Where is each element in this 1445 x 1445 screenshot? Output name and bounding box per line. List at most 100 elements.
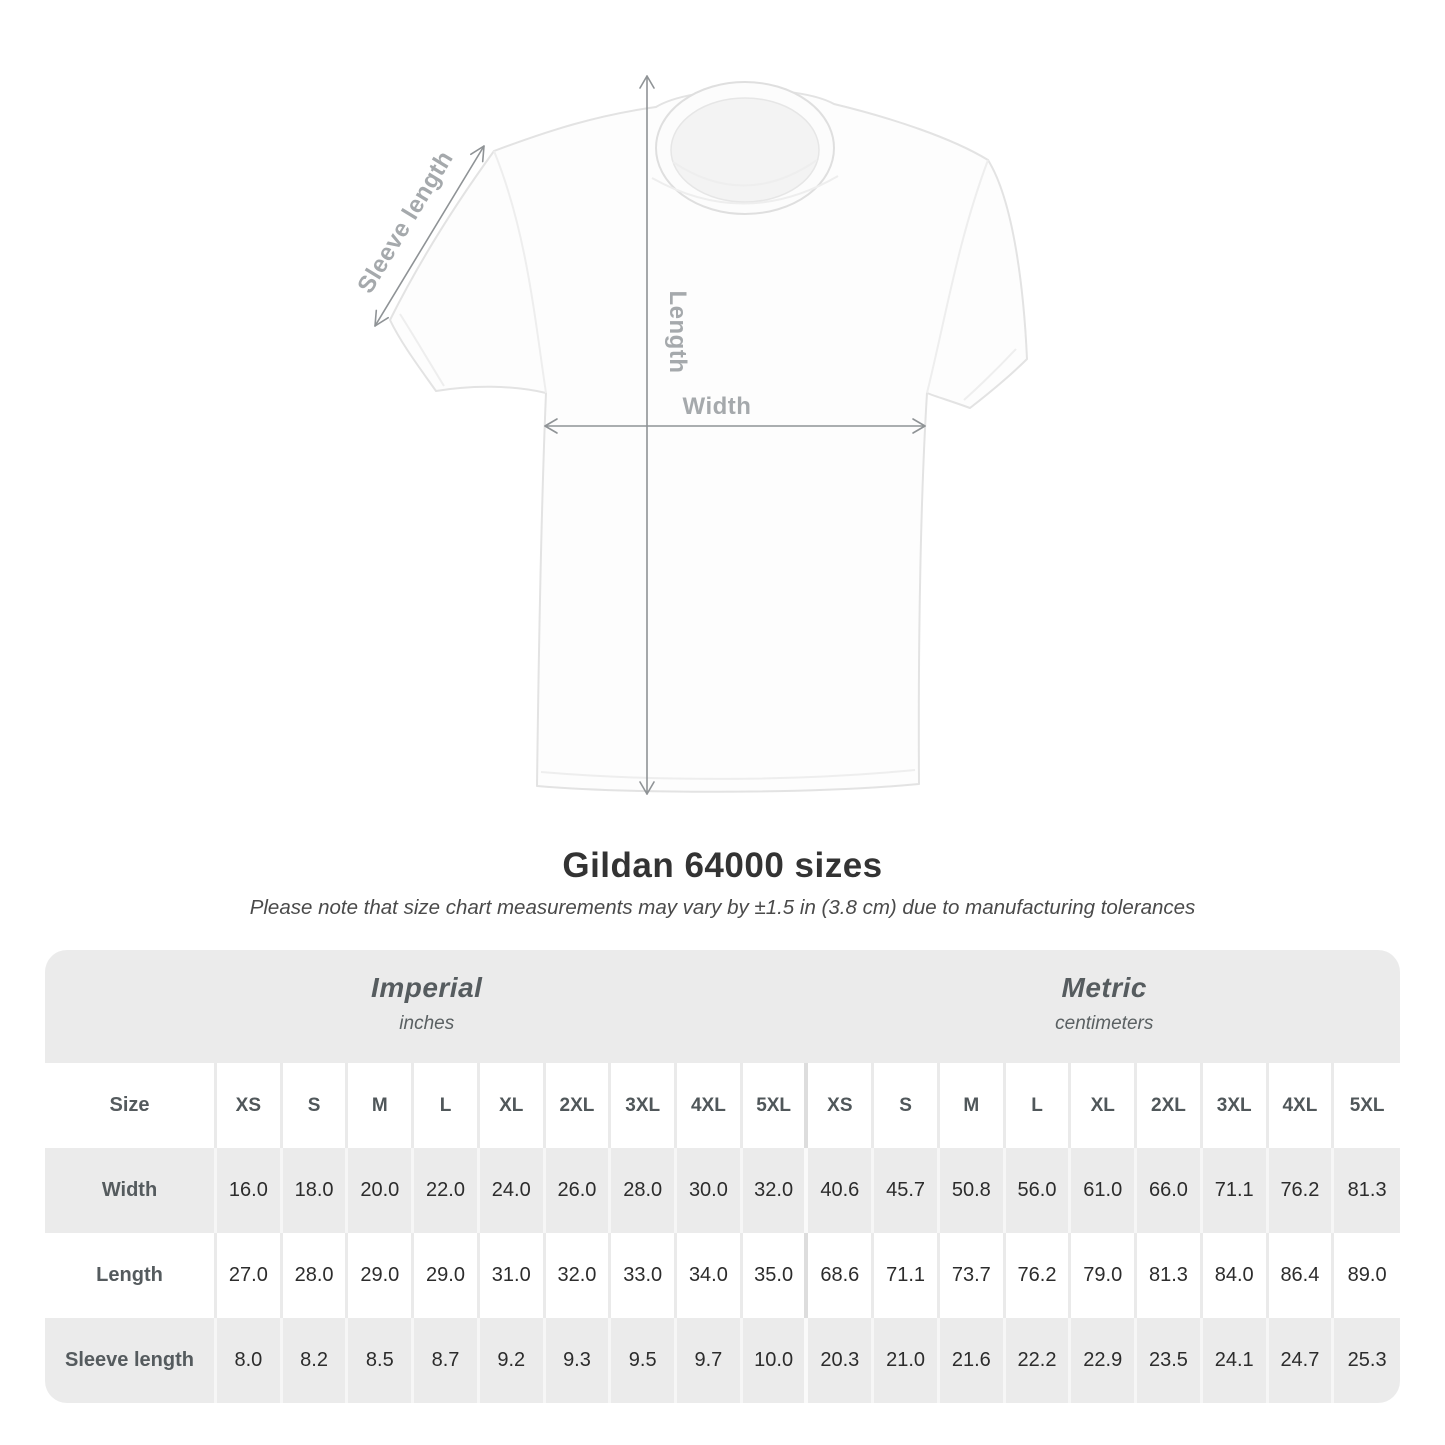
column-header-metric-3xl: 3XL [1203, 1063, 1269, 1148]
tshirt-diagram: Sleeve length Length Width [340, 60, 1060, 820]
cell: 73.7 [940, 1233, 1006, 1318]
table-row-length: Length 27.0 28.0 29.0 29.0 31.0 32.0 33.… [45, 1233, 1400, 1318]
unit-group-band: Imperial inches Metric centimeters [45, 950, 1400, 1063]
column-header-metric-xl: XL [1071, 1063, 1138, 1148]
cell: 20.0 [348, 1148, 415, 1233]
cell: 8.7 [414, 1318, 480, 1403]
cell: 24.0 [480, 1148, 546, 1233]
cell: 26.0 [546, 1148, 612, 1233]
cell: 40.6 [808, 1148, 875, 1233]
cell: 89.0 [1347, 1264, 1387, 1286]
cell: 71.1 [874, 1233, 940, 1318]
width-label: Width [683, 393, 752, 420]
cell: 32.0 [546, 1233, 612, 1318]
column-header-imperial-xs: XS [217, 1063, 283, 1148]
column-header-metric-5xl: 5XL [1349, 1094, 1385, 1116]
tshirt-image: Sleeve length Length Width [352, 75, 1028, 795]
size-column-header: Size [45, 1063, 217, 1148]
collar-front-seam [651, 175, 839, 205]
tshirt-body [389, 88, 1028, 793]
column-header-metric-m: M [940, 1063, 1006, 1148]
cell: 9.2 [480, 1318, 546, 1403]
cell: 18.0 [283, 1148, 349, 1233]
row-label-length: Length [45, 1233, 217, 1318]
metric-title: Metric [1061, 972, 1147, 1003]
column-header-imperial-m: M [348, 1063, 415, 1148]
right-armhole-seam [926, 159, 989, 394]
cell: 8.0 [217, 1318, 283, 1403]
cell: 8.2 [283, 1318, 349, 1403]
column-header-imperial-3xl: 3XL [611, 1063, 678, 1148]
cell: 66.0 [1137, 1148, 1203, 1233]
cell: 8.5 [348, 1318, 415, 1403]
left-armhole-seam [493, 150, 547, 394]
cell: 45.7 [874, 1148, 940, 1233]
row-label-width: Width [45, 1148, 217, 1233]
cell: 56.0 [1006, 1148, 1072, 1233]
column-header-imperial-l: L [414, 1063, 480, 1148]
column-header-metric-s: S [874, 1063, 940, 1148]
metric-group-header: Metric centimeters [809, 950, 1401, 1063]
cell: 81.3 [1347, 1179, 1387, 1201]
cell: 35.0 [743, 1233, 809, 1318]
cell: 27.0 [217, 1233, 283, 1318]
length-arrow [639, 75, 655, 795]
column-header-imperial-s: S [283, 1063, 349, 1148]
column-header-imperial-5xl: 5XL [743, 1063, 809, 1148]
cell: 31.0 [480, 1233, 546, 1318]
cell: 10.0 [743, 1318, 809, 1403]
cell: 21.0 [874, 1318, 940, 1403]
cell: 76.2 [1006, 1233, 1072, 1318]
length-label: Length [664, 291, 691, 374]
cell: 76.2 [1269, 1148, 1335, 1233]
column-header-metric-4xl: 4XL [1269, 1063, 1335, 1148]
cell: 24.7 [1269, 1318, 1335, 1403]
collar-inner-shadow [672, 159, 818, 187]
cell: 81.3 [1137, 1233, 1203, 1318]
cell: 22.0 [414, 1148, 480, 1233]
imperial-subtitle: inches [399, 1013, 455, 1034]
cell: 24.1 [1203, 1318, 1269, 1403]
cell: 9.3 [546, 1318, 612, 1403]
cell: 29.0 [414, 1233, 480, 1318]
cell: 68.6 [808, 1233, 875, 1318]
cell: 20.3 [808, 1318, 875, 1403]
imperial-group-header: Imperial inches [45, 950, 809, 1063]
row-label-sleeve-length: Sleeve length [45, 1318, 217, 1403]
cell: 29.0 [348, 1233, 415, 1318]
width-arrow [544, 418, 926, 434]
table-row-width: Width 16.0 18.0 20.0 22.0 24.0 26.0 28.0… [45, 1148, 1400, 1233]
cell: 30.0 [677, 1148, 743, 1233]
column-header-imperial-4xl: 4XL [677, 1063, 743, 1148]
collar-opening [670, 97, 820, 203]
sleeve-length-arrow [374, 145, 485, 327]
left-cuff-seam [399, 313, 445, 387]
page-title: Gildan 64000 sizes [562, 846, 883, 885]
column-header-metric-l: L [1006, 1063, 1072, 1148]
metric-subtitle: centimeters [1055, 1013, 1154, 1034]
cell: 61.0 [1071, 1148, 1138, 1233]
cell: 22.2 [1006, 1318, 1072, 1403]
cell: 86.4 [1269, 1233, 1335, 1318]
column-header-metric-2xl: 2XL [1137, 1063, 1203, 1148]
cell: 34.0 [677, 1233, 743, 1318]
size-table: Imperial inches Metric centimeters Size … [45, 950, 1400, 1403]
table-header-row: Size XS S M L XL 2XL 3XL 4XL 5XL XS S M … [45, 1063, 1400, 1148]
cell: 32.0 [743, 1148, 809, 1233]
imperial-title: Imperial [371, 972, 483, 1003]
cell: 50.8 [940, 1148, 1006, 1233]
cell: 22.9 [1071, 1318, 1138, 1403]
cell: 79.0 [1071, 1233, 1138, 1318]
column-header-metric-xs: XS [808, 1063, 875, 1148]
cell: 28.0 [283, 1233, 349, 1318]
column-header-imperial-2xl: 2XL [546, 1063, 612, 1148]
hem-seam [540, 769, 916, 780]
cell: 9.7 [677, 1318, 743, 1403]
table-row-sleeve-length: Sleeve length 8.0 8.2 8.5 8.7 9.2 9.3 9.… [45, 1318, 1400, 1403]
cell: 84.0 [1203, 1233, 1269, 1318]
cell: 23.5 [1137, 1318, 1203, 1403]
cell: 28.0 [611, 1148, 678, 1233]
column-header-imperial-xl: XL [480, 1063, 546, 1148]
cell: 25.3 [1347, 1349, 1387, 1371]
right-cuff-seam [963, 348, 1017, 401]
